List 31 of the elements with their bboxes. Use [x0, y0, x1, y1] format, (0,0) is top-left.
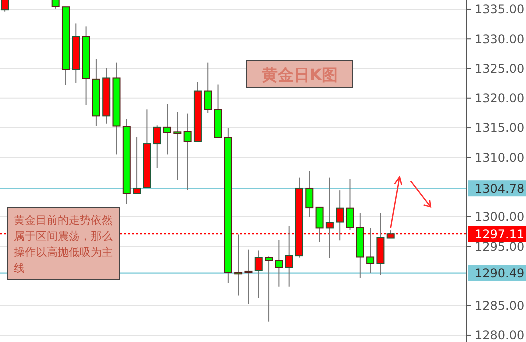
y-tick-label: 1325.00 [475, 62, 525, 76]
y-tick-label: 1335.00 [475, 2, 525, 17]
candlestick [234, 234, 243, 296]
y-tick-label: 1315.00 [475, 121, 525, 136]
candlestick [164, 104, 172, 156]
y-tick-label: 1310.00 [475, 150, 525, 165]
annotation: 黄金目前的走势依然属于区间震荡，那么操作以高抛低吸为主线 [14, 214, 113, 275]
candlestick [204, 62, 212, 114]
y-tick-label: 1285.00 [475, 299, 525, 314]
ref-line-label: 1290.49 [475, 266, 525, 281]
y-tick-label: 1295.00 [475, 240, 525, 254]
candlestick [366, 228, 375, 274]
candlestick [184, 113, 192, 191]
candlestick [1, 0, 10, 12]
text: 黄金日K图 [260, 66, 338, 85]
candlestick [174, 112, 182, 181]
candlestick [316, 206, 324, 243]
candlestick [265, 256, 274, 322]
ref-line-label: 1304.78 [475, 182, 525, 196]
y-tick-label: 1280.00 [475, 328, 525, 342]
y-tick-label: 1300.00 [475, 210, 525, 224]
y-tick-label: 1330.00 [475, 32, 525, 46]
candlestick [346, 178, 354, 230]
candlestick [244, 249, 253, 305]
candlestick [153, 125, 162, 169]
ref-line-label: 1297.11 [475, 227, 525, 242]
y-tick-label: 1320.00 [475, 92, 525, 106]
candlestick [133, 137, 142, 194]
candlestick [254, 250, 263, 299]
candlestick [306, 170, 314, 218]
candlestick [275, 240, 284, 288]
